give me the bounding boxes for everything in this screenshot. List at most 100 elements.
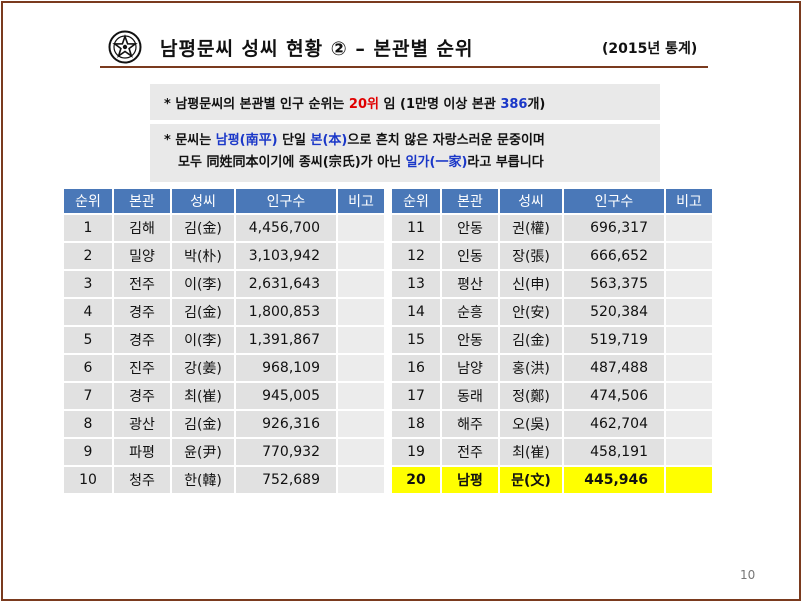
table-row: 9 파평 윤(尹) 770,932 <box>64 439 384 465</box>
rank-cell: 17 <box>392 383 440 409</box>
surname-cell: 김(金) <box>172 299 234 325</box>
surname-cell: 정(鄭) <box>500 383 562 409</box>
table-row: 3 전주 이(李) 2,631,643 <box>64 271 384 297</box>
surname-cell: 권(權) <box>500 215 562 241</box>
population-cell: 474,506 <box>564 383 664 409</box>
rank-note-middle: 임 (1만명 이상 본관 <box>378 97 501 112</box>
rank-cell: 10 <box>64 467 112 493</box>
rank-cell: 12 <box>392 243 440 269</box>
bon-count: 386 <box>500 97 528 112</box>
surname-cell: 최(崔) <box>172 383 234 409</box>
population-cell: 487,488 <box>564 355 664 381</box>
rank-cell: 8 <box>64 411 112 437</box>
rank-value: 20위 <box>348 97 379 112</box>
surname-cell: 오(吳) <box>500 411 562 437</box>
bon-cell: 광산 <box>114 411 170 437</box>
bon-cell: 파평 <box>114 439 170 465</box>
rank-note: * 남평문씨의 본관별 인구 순위는 20위 임 (1만명 이상 본관 386개… <box>150 84 660 120</box>
population-cell: 563,375 <box>564 271 664 297</box>
remark-cell <box>666 215 712 241</box>
ilga-term: 일가(一家) <box>405 155 468 170</box>
bon-cell: 동래 <box>442 383 498 409</box>
single-bon: 본(本) <box>310 133 348 148</box>
rank-cell: 18 <box>392 411 440 437</box>
bon-cell: 남양 <box>442 355 498 381</box>
rank-cell: 3 <box>64 271 112 297</box>
remark-cell <box>666 383 712 409</box>
note-text: 단일 <box>277 133 311 148</box>
year-note: (2015년 통계) <box>602 41 698 57</box>
ilga-note-line1: * 문씨는 남평(南平) 단일 본(本)으로 흔치 않은 자랑스러운 문중이며 <box>164 130 660 152</box>
table-row: 8 광산 김(金) 926,316 <box>64 411 384 437</box>
rank-cell: 19 <box>392 439 440 465</box>
star-seal-emblem-icon <box>108 30 142 64</box>
remark-cell <box>338 355 384 381</box>
bon-cell: 인동 <box>442 243 498 269</box>
surname-cell: 신(申) <box>500 271 562 297</box>
remark-cell <box>338 411 384 437</box>
page-number: 10 <box>740 568 756 582</box>
remark-cell <box>666 327 712 353</box>
col-header-surname: 성씨 <box>172 189 234 213</box>
remark-cell <box>666 243 712 269</box>
table-row: 1 김해 김(金) 4,456,700 <box>64 215 384 241</box>
table-row: 19 전주 최(崔) 458,191 <box>392 439 712 465</box>
remark-cell <box>338 327 384 353</box>
rank-cell: 15 <box>392 327 440 353</box>
surname-cell: 이(李) <box>172 271 234 297</box>
rank-cell: 20 <box>392 467 440 493</box>
bon-cell: 경주 <box>114 383 170 409</box>
population-cell: 3,103,942 <box>236 243 336 269</box>
col-header-surname: 성씨 <box>500 189 562 213</box>
remark-cell <box>338 299 384 325</box>
remark-cell <box>338 383 384 409</box>
remark-cell <box>666 467 712 493</box>
bon-cell: 전주 <box>442 439 498 465</box>
population-cell: 519,719 <box>564 327 664 353</box>
col-header-bon: 본관 <box>114 189 170 213</box>
rank-cell: 4 <box>64 299 112 325</box>
table-row: 10 청주 한(韓) 752,689 <box>64 467 384 493</box>
surname-cell: 이(李) <box>172 327 234 353</box>
bon-cell: 전주 <box>114 271 170 297</box>
surname-cell: 강(姜) <box>172 355 234 381</box>
table-row: 7 경주 최(崔) 945,005 <box>64 383 384 409</box>
note-text: 라고 부릅니다 <box>467 155 544 170</box>
table-row: 16 남양 홍(洪) 487,488 <box>392 355 712 381</box>
surname-cell: 안(安) <box>500 299 562 325</box>
table-row: 2 밀양 박(朴) 3,103,942 <box>64 243 384 269</box>
remark-cell <box>338 215 384 241</box>
population-cell: 945,005 <box>236 383 336 409</box>
remark-cell <box>338 467 384 493</box>
col-header-population: 인구수 <box>236 189 336 213</box>
col-header-rank: 순위 <box>392 189 440 213</box>
table-header-row: 순위 본관 성씨 인구수 비고 <box>64 189 384 213</box>
surname-cell: 김(金) <box>172 215 234 241</box>
note-text: 모두 同姓同本이기에 종씨(宗氏)가 아닌 <box>178 155 406 170</box>
population-cell: 4,456,700 <box>236 215 336 241</box>
remark-cell <box>666 439 712 465</box>
remark-cell <box>666 299 712 325</box>
table-row: 14 순흥 안(安) 520,384 <box>392 299 712 325</box>
rank-cell: 6 <box>64 355 112 381</box>
rank-cell: 2 <box>64 243 112 269</box>
col-header-bon: 본관 <box>442 189 498 213</box>
table-row: 18 해주 오(吳) 462,704 <box>392 411 712 437</box>
title-row: 남평문씨 성씨 현황 ② – 본관별 순위 (2015년 통계) <box>108 30 708 64</box>
bon-cell: 경주 <box>114 327 170 353</box>
bon-cell: 경주 <box>114 299 170 325</box>
surname-cell: 홍(洪) <box>500 355 562 381</box>
population-cell: 2,631,643 <box>236 271 336 297</box>
bon-cell: 안동 <box>442 215 498 241</box>
population-cell: 968,109 <box>236 355 336 381</box>
population-cell: 696,317 <box>564 215 664 241</box>
population-cell: 770,932 <box>236 439 336 465</box>
population-cell: 1,800,853 <box>236 299 336 325</box>
table-row: 17 동래 정(鄭) 474,506 <box>392 383 712 409</box>
bon-cell: 김해 <box>114 215 170 241</box>
table-row: 15 안동 김(金) 519,719 <box>392 327 712 353</box>
remark-cell <box>666 355 712 381</box>
table-row: 6 진주 강(姜) 968,109 <box>64 355 384 381</box>
population-cell: 1,391,867 <box>236 327 336 353</box>
rank-cell: 1 <box>64 215 112 241</box>
